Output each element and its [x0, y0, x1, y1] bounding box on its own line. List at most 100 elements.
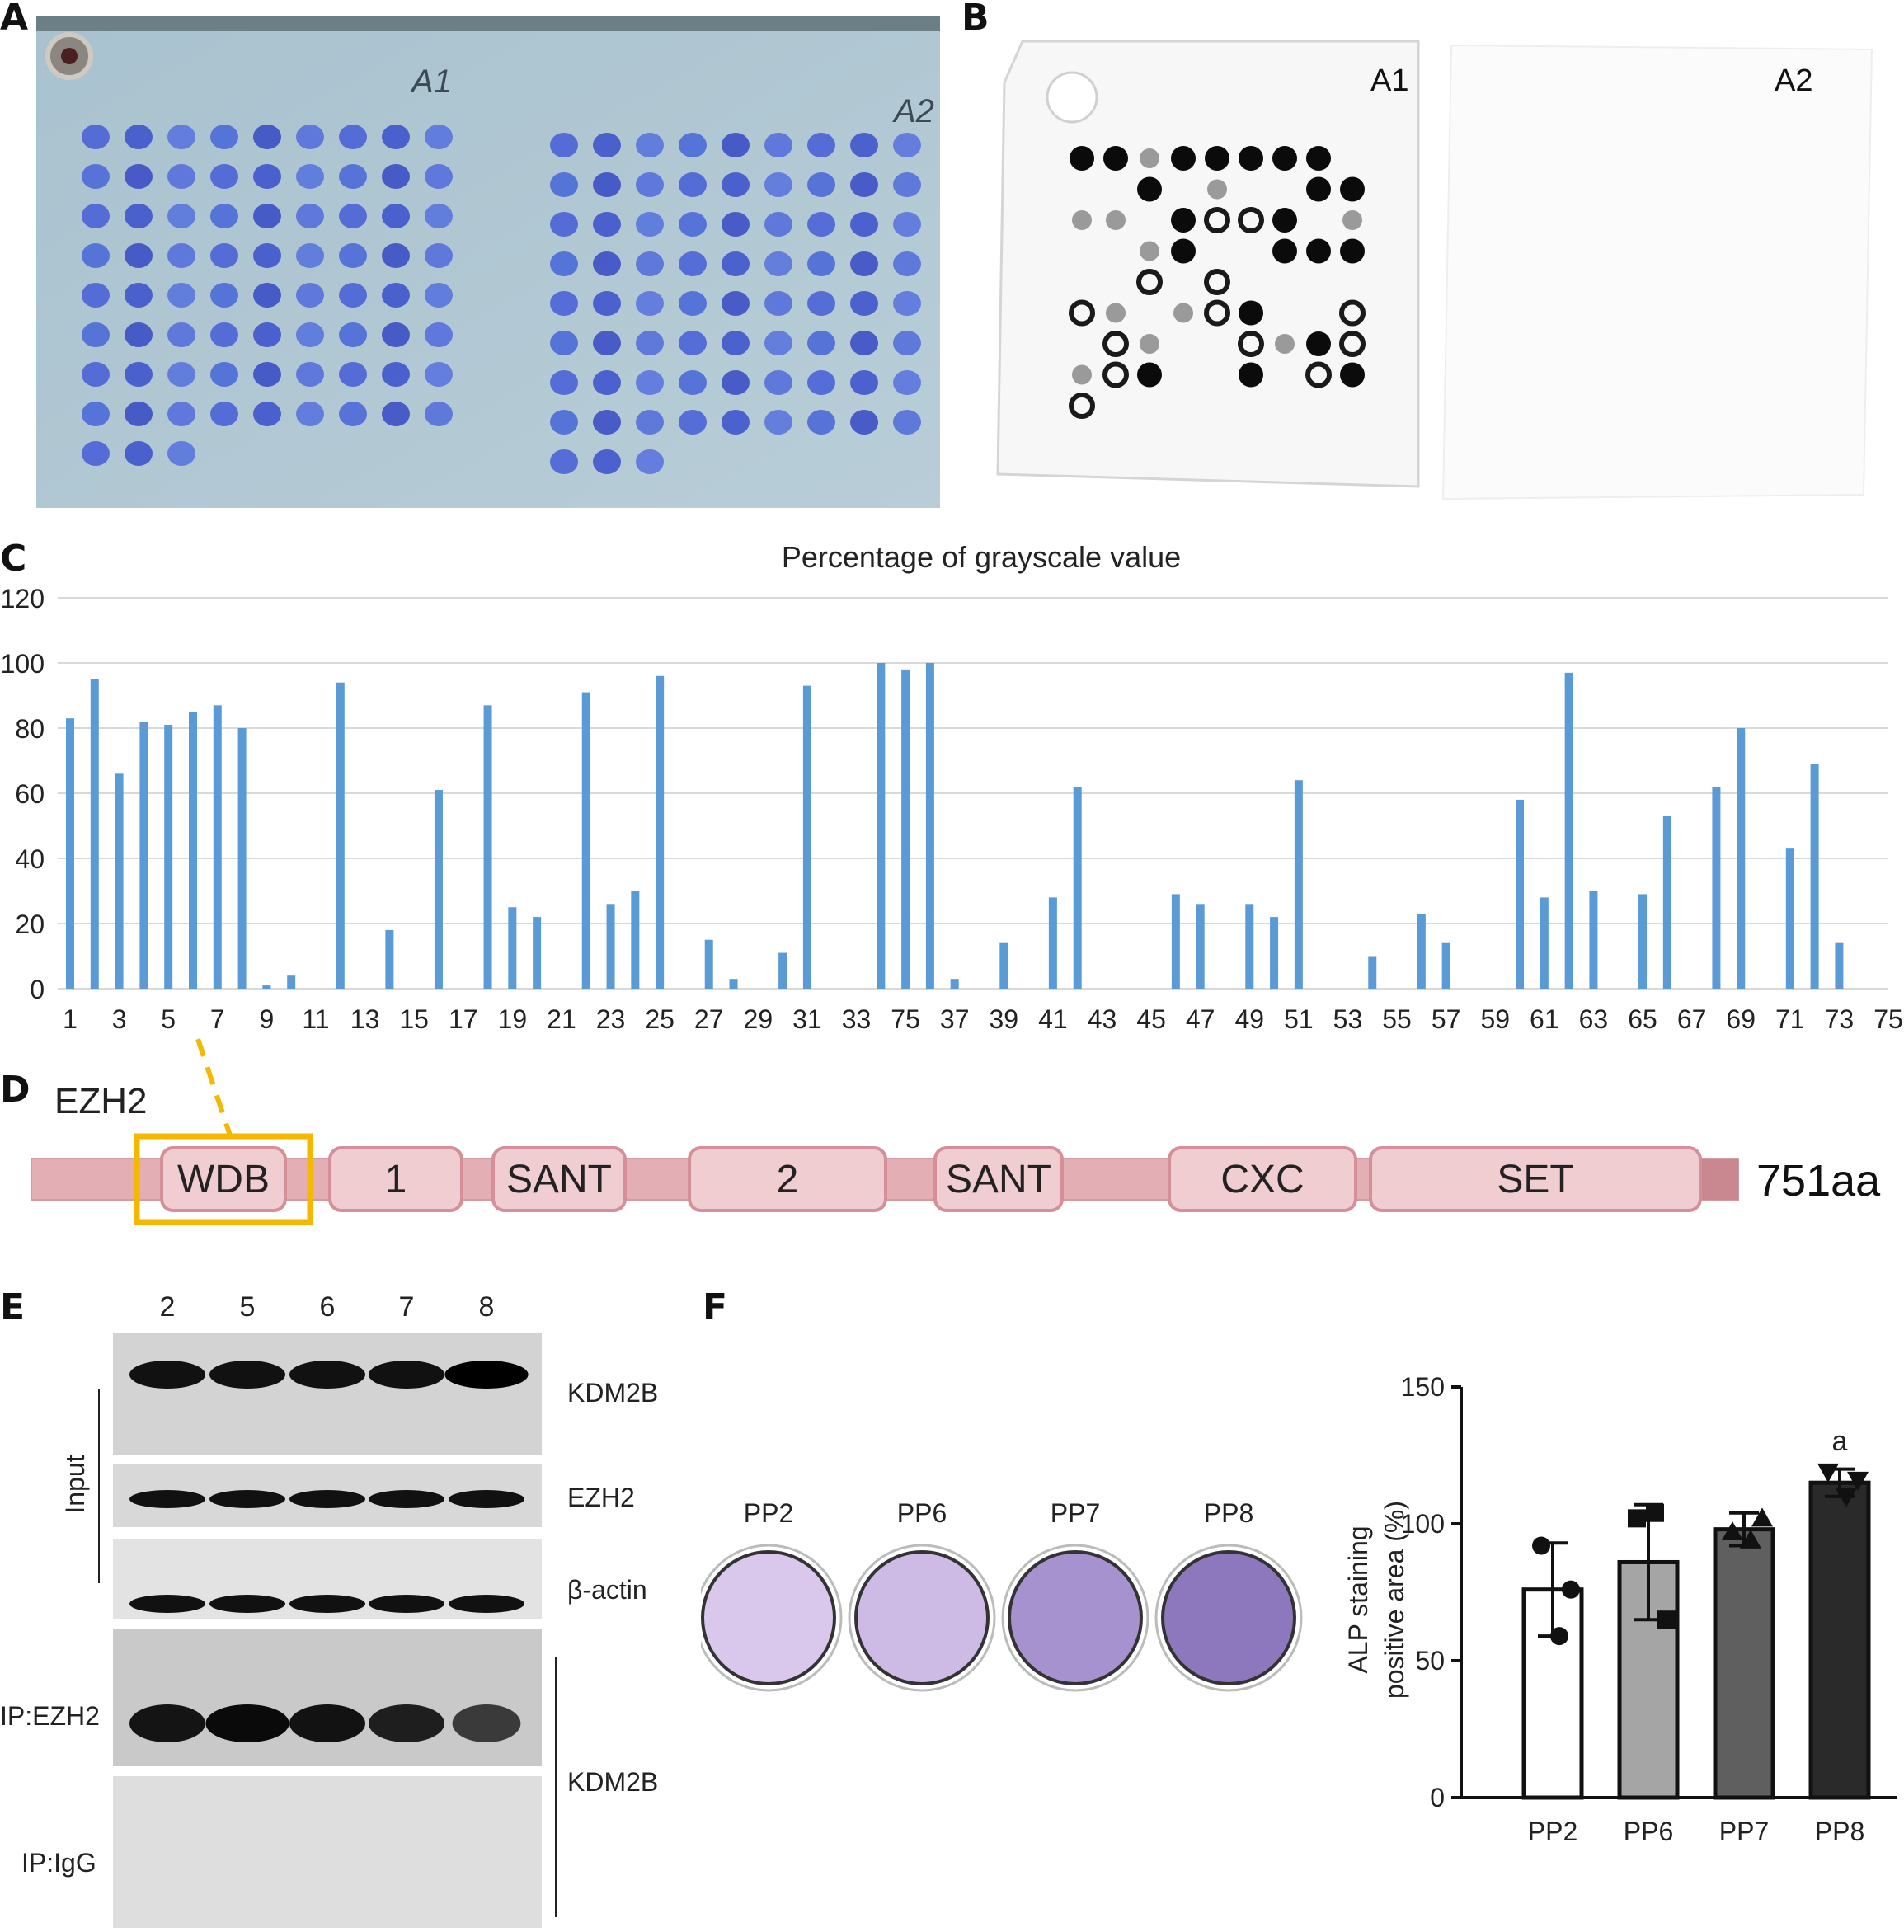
stained-dot	[850, 410, 878, 435]
x-tick-label: 73	[1825, 1004, 1855, 1034]
stained-dot	[636, 251, 664, 276]
protein-name: EZH2	[54, 1081, 147, 1121]
stained-dot	[210, 322, 238, 347]
stained-dot	[550, 370, 578, 395]
blot-band	[129, 1361, 205, 1389]
stained-dot	[593, 212, 621, 237]
grayscale-bar	[508, 907, 517, 989]
alp-x-axis: PP2 PP6 PP7 PP8	[1528, 1817, 1864, 1846]
x-tick-label: PP7	[1719, 1817, 1769, 1846]
stained-dot	[339, 362, 367, 387]
blot-dot	[1069, 299, 1095, 327]
domain-label: 2	[777, 1158, 799, 1201]
stained-dot	[425, 164, 453, 189]
blot-strip	[113, 1629, 542, 1766]
blot-dot	[1340, 238, 1365, 264]
data-point	[1722, 1521, 1743, 1540]
stained-dot	[382, 164, 410, 189]
blot-dot	[1272, 238, 1297, 264]
stained-dot	[550, 410, 578, 435]
blot-dot	[1069, 393, 1095, 419]
grayscale-bar	[729, 979, 738, 989]
y-tick-label: 0	[1430, 1783, 1445, 1812]
stained-dot	[167, 283, 195, 308]
blot-dot	[1340, 362, 1365, 388]
blot-dot	[1103, 146, 1128, 171]
blot-band	[289, 1361, 365, 1389]
stained-dot	[167, 164, 195, 189]
stained-dot	[636, 410, 664, 435]
stained-dot	[893, 133, 921, 157]
band-label-actin: β-actin	[567, 1575, 647, 1605]
x-tick-label: 69	[1726, 1004, 1756, 1034]
stained-dot	[296, 204, 324, 228]
blot-dot	[1339, 299, 1366, 327]
blot-dot	[1072, 210, 1092, 230]
x-tick-label: 49	[1234, 1004, 1264, 1034]
blot-dot	[1140, 334, 1159, 354]
stained-dot	[679, 410, 707, 435]
stained-dot	[593, 172, 621, 197]
stained-dot	[679, 251, 707, 276]
domain-box	[160, 1146, 287, 1212]
alp-well-images: PP2 PP6 PP7 PP8	[701, 1498, 1303, 1692]
blot-band	[289, 1595, 365, 1613]
x-tick-label: PP6	[1624, 1817, 1673, 1846]
alp-bar-chart: ALP staining positive area (%) 0 50 100 150…	[1343, 1372, 1897, 1846]
domain-boxes: WDB 1 SANT 2 SANT CXC SET	[160, 1146, 1702, 1212]
membrane-photo-stained: A1 A2	[36, 16, 940, 508]
blot-dot	[1305, 361, 1332, 388]
stained-dot	[210, 362, 238, 387]
panel-a-letter: A	[0, 0, 29, 39]
stained-dot	[550, 331, 578, 355]
blot-dot	[1339, 331, 1366, 357]
stained-dot	[125, 204, 153, 228]
stained-dot	[593, 449, 621, 474]
alp-bars: a	[1521, 1426, 1871, 1800]
blot-dot	[1238, 331, 1264, 357]
wdb-highlight-box	[134, 1133, 313, 1225]
grayscale-bar	[90, 679, 99, 989]
grayscale-bar	[1245, 904, 1254, 989]
blot-band	[205, 1704, 289, 1742]
blot-dot	[1140, 241, 1159, 261]
ip-igg-label: IP:IgG	[21, 1848, 96, 1878]
blot-dot	[1205, 146, 1229, 171]
panel-c-letter: C	[0, 538, 27, 580]
data-point	[1562, 1580, 1580, 1599]
x-tick-label: 43	[1088, 1004, 1117, 1034]
stained-dot	[125, 164, 153, 189]
membrane-label-a2: A2	[892, 93, 934, 129]
stained-dot	[339, 243, 367, 268]
stained-dot	[425, 322, 453, 347]
stained-dot	[425, 362, 453, 387]
stained-dot	[807, 133, 835, 157]
x-tick-label: 59	[1480, 1004, 1510, 1034]
stained-dot	[382, 362, 410, 387]
blot-dot	[1239, 362, 1263, 388]
stained-dot	[893, 331, 921, 355]
domain-box	[933, 1146, 1064, 1212]
grayscale-bar	[1270, 917, 1279, 989]
blot-dot	[1106, 210, 1126, 230]
stained-dot	[339, 204, 367, 228]
stained-dot	[253, 362, 281, 387]
y-tick-label: 40	[15, 844, 45, 874]
stained-dot	[253, 164, 281, 189]
grayscale-bar	[1835, 942, 1844, 989]
blot-band	[209, 1490, 285, 1508]
stained-dot	[253, 402, 281, 426]
grayscale-bar	[704, 939, 713, 989]
blot-label-a2: A2	[1775, 63, 1812, 98]
stained-dot	[722, 291, 750, 316]
x-tick-label: 71	[1775, 1004, 1805, 1034]
blot-band	[129, 1704, 205, 1742]
stained-dot	[850, 212, 878, 237]
blot-dot	[1072, 364, 1092, 385]
stained-dot	[253, 322, 281, 347]
stained-dot	[593, 410, 621, 435]
stained-dot	[893, 291, 921, 316]
domain-label: 1	[385, 1158, 407, 1201]
blot-dot	[1306, 331, 1331, 356]
band-label-kdm2b-top: KDM2B	[567, 1378, 658, 1408]
